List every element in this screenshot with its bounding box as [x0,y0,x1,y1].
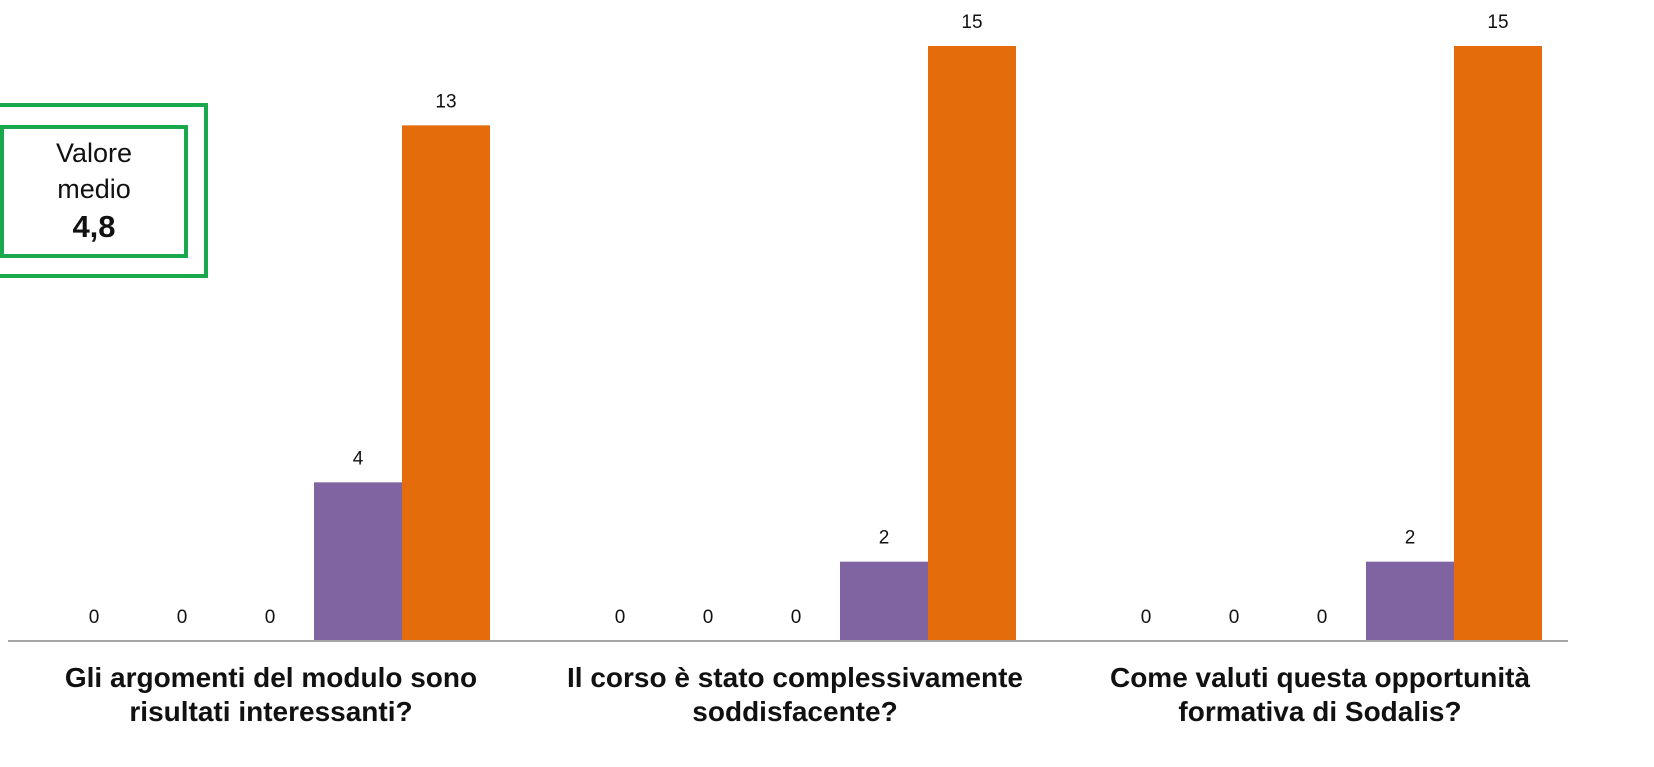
bar [314,482,402,641]
data-label: 2 [1405,528,1416,549]
data-label: 2 [879,528,890,549]
data-label: 0 [1317,607,1328,628]
category-label-3-line2: formativa di Sodalis? [1178,696,1462,727]
data-label: 13 [435,91,456,112]
category-label-2-line2: soddisfacente? [692,696,898,727]
data-label: 0 [703,607,714,628]
data-label: 0 [791,607,802,628]
badge-line-2: medio [57,174,131,204]
average-badge-frame [0,103,208,278]
category-label-2-line1: Il corso è stato complessivamente [567,662,1023,693]
value-labels-layer: 0 0 0 4 13 0 0 0 2 15 0 0 0 2 15 [89,12,1509,628]
data-label: 0 [89,607,100,628]
bar [928,46,1016,641]
data-label: 0 [265,607,276,628]
category-label-3: Come valuti questa opportunità formativa… [1070,661,1570,729]
bar [1454,46,1542,641]
category-label-1-line2: risultati interessanti? [129,696,413,727]
data-label: 15 [1487,12,1508,33]
bar [1366,561,1454,641]
data-label: 0 [1229,607,1240,628]
bar [402,125,490,642]
category-label-2: Il corso è stato complessivamente soddis… [545,661,1045,729]
bar [840,561,928,641]
category-label-1: Gli argomenti del modulo sono risultati … [21,661,521,729]
badge-line-1: Valore [55,138,133,168]
category-label-1-line1: Gli argomenti del modulo sono [64,662,478,693]
data-label: 15 [961,12,982,33]
bars-layer [314,46,1542,642]
category-label-3-line1: Come valuti questa opportunità [1109,662,1531,693]
data-label: 4 [353,448,364,469]
data-label: 0 [615,607,626,628]
average-badge: Valore medio 4,8 [0,125,188,258]
data-label: 0 [1141,607,1152,628]
badge-value: 4,8 [72,209,116,244]
data-label: 0 [177,607,188,628]
